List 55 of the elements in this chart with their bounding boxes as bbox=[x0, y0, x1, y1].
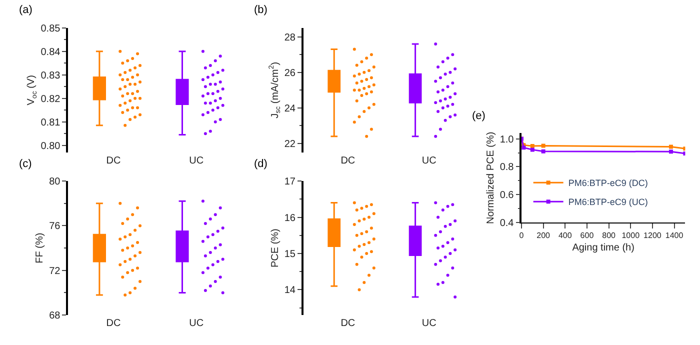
y-tick-label: 80 bbox=[49, 176, 61, 188]
x-axis-title: Aging time (h) bbox=[572, 242, 634, 254]
y-tick-label: 0.83 bbox=[40, 70, 61, 82]
chart-title: (e) bbox=[472, 110, 486, 122]
y-axis-title: Normalized PCE (%) bbox=[485, 132, 496, 224]
y-axis-title: PCE (%) bbox=[270, 228, 281, 268]
chart-title: (b) bbox=[254, 4, 268, 16]
x-tick-label: 0 bbox=[519, 231, 524, 240]
point bbox=[522, 146, 526, 150]
y-tick-label: 26 bbox=[284, 68, 296, 79]
x-tick-label: DC bbox=[340, 318, 356, 330]
y-tick-label: 1.0 bbox=[500, 134, 514, 146]
y-tick-label: 72 bbox=[49, 266, 61, 277]
x-tick-label: UC bbox=[422, 155, 436, 166]
x-tick-label: 200 bbox=[536, 231, 551, 240]
y-axis-title: FF (%) bbox=[34, 232, 46, 264]
y-tick-label: 0.4 bbox=[500, 218, 514, 230]
legend-label: PM6:BTP-eC9 (DC) bbox=[568, 178, 648, 188]
y-tick-label: 0.8 bbox=[500, 162, 514, 174]
y-tick-label: 28 bbox=[284, 32, 296, 44]
legend-label: PM6:BTP-eC9 (UC) bbox=[568, 197, 648, 208]
y-tick-label: 14 bbox=[284, 285, 296, 296]
y-tick-label: 0.84 bbox=[40, 46, 61, 58]
y-tick-label: 17 bbox=[284, 176, 296, 188]
point bbox=[530, 148, 534, 152]
chart-title: (d) bbox=[254, 158, 268, 170]
y-tick-label: 15 bbox=[284, 248, 296, 260]
x-tick-label: 1400 bbox=[665, 231, 684, 240]
x-tick-label: UC bbox=[422, 318, 436, 330]
x-tick-label: 600 bbox=[580, 231, 594, 240]
y-tick-label: 68 bbox=[49, 310, 61, 322]
x-tick-label: UC bbox=[189, 155, 204, 166]
y-tick-label: 0.80 bbox=[40, 140, 61, 152]
point bbox=[668, 144, 673, 149]
x-tick-label: DC bbox=[340, 155, 356, 166]
y-tick-label: 0.81 bbox=[40, 117, 61, 128]
chart-title: (a) bbox=[19, 4, 32, 16]
point bbox=[668, 150, 673, 154]
y-tick-label: 16 bbox=[284, 212, 296, 224]
point bbox=[541, 149, 546, 154]
chart-title: (c) bbox=[19, 158, 32, 170]
y-tick-label: 0.6 bbox=[500, 190, 514, 202]
x-tick-label: DC bbox=[106, 318, 121, 330]
point bbox=[541, 144, 546, 148]
y-tick-label: 0.82 bbox=[40, 94, 61, 105]
y-tick-label: 22 bbox=[284, 138, 296, 150]
y-tick-label: 0.85 bbox=[40, 23, 61, 34]
y-tick-label: 76 bbox=[49, 221, 61, 232]
y-tick-label: 24 bbox=[284, 103, 296, 114]
x-tick-label: 1200 bbox=[644, 231, 662, 240]
x-tick-label: DC bbox=[106, 155, 121, 166]
x-tick-label: 400 bbox=[558, 231, 572, 240]
x-tick-label: UC bbox=[189, 318, 204, 330]
x-tick-label: 1000 bbox=[622, 231, 640, 240]
x-tick-label: 800 bbox=[602, 231, 616, 240]
